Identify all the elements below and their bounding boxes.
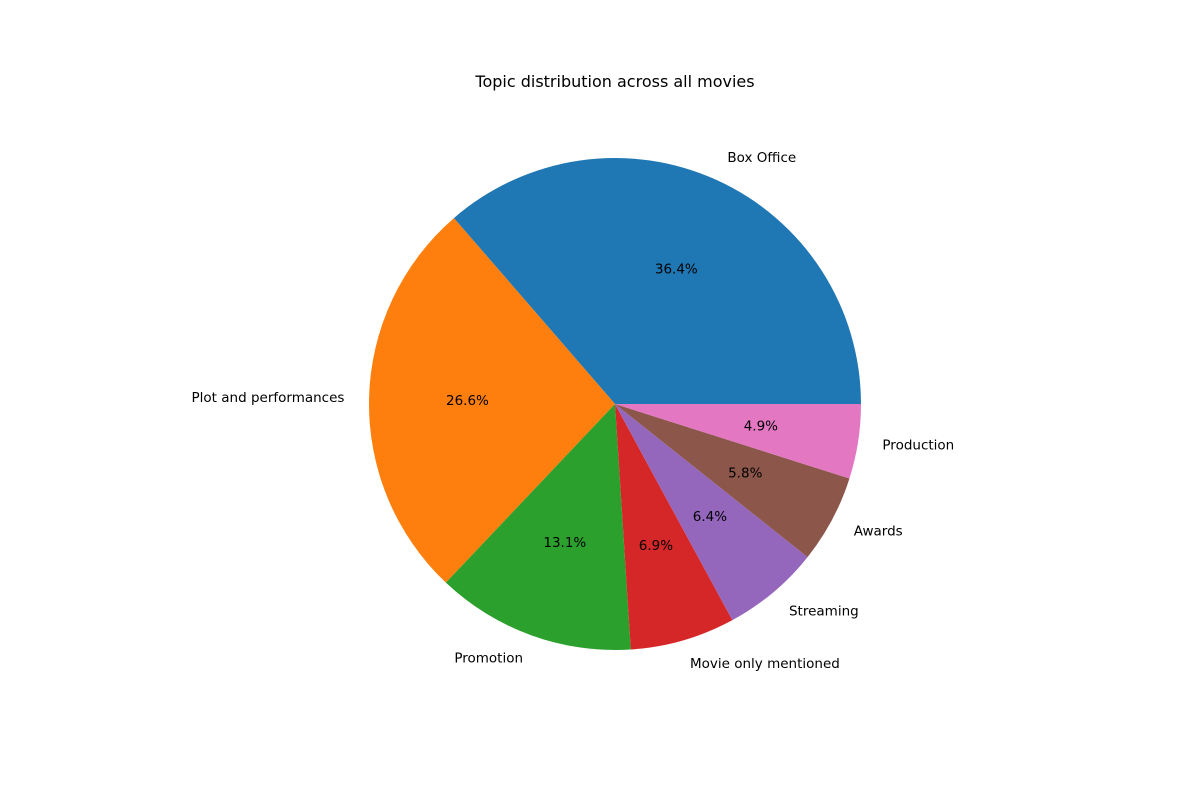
pie-percent-label: 5.8% bbox=[728, 465, 762, 481]
pie-category-label: Plot and performances bbox=[192, 390, 345, 406]
pie-percent-label: 26.6% bbox=[446, 393, 489, 409]
pie-category-label: Production bbox=[882, 437, 954, 453]
pie-percent-labels: 36.4% 26.6% 13.1% 6.9% 6.4% 5.8% 4.9% bbox=[446, 262, 778, 554]
pie-category-label: Awards bbox=[854, 523, 903, 539]
pie-slice-production bbox=[615, 404, 861, 479]
pie-slice-streaming bbox=[615, 404, 808, 621]
pie-slice-plot-and-performances bbox=[369, 218, 615, 583]
pie-percent-label: 6.4% bbox=[693, 509, 727, 525]
pie-percent-label: 6.9% bbox=[639, 538, 673, 554]
pie-category-labels: Box Office Plot and performances Promotion… bbox=[192, 150, 955, 672]
pie-slice-movie-only-mentioned bbox=[615, 404, 733, 650]
pie-slice-promotion bbox=[445, 404, 631, 650]
pie-category-label: Movie only mentioned bbox=[690, 656, 840, 672]
pie-category-label: Promotion bbox=[454, 650, 523, 666]
pie-slice-box-office bbox=[453, 158, 861, 404]
pie-category-label: Streaming bbox=[789, 603, 859, 619]
pie-category-label: Box Office bbox=[727, 150, 796, 166]
pie-slices bbox=[369, 158, 861, 650]
pie-slice-awards bbox=[615, 404, 850, 558]
pie-percent-label: 4.9% bbox=[744, 419, 778, 435]
pie-percent-label: 36.4% bbox=[655, 262, 698, 278]
chart-title: Topic distribution across all movies bbox=[475, 72, 755, 91]
pie-percent-label: 13.1% bbox=[543, 535, 586, 551]
